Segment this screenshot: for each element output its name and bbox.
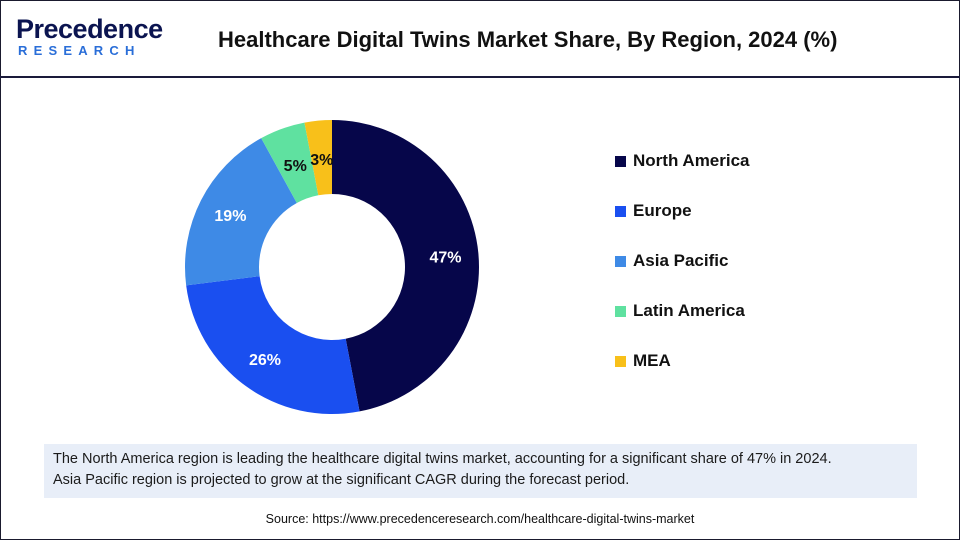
- slice-label-asia-pacific: 19%: [214, 208, 246, 225]
- logo-subtitle: RESEARCH: [18, 43, 141, 58]
- chart-title: Healthcare Digital Twins Market Share, B…: [218, 27, 838, 52]
- slice-latin-america: [261, 122, 319, 204]
- slice-label-europe: 26%: [249, 352, 281, 369]
- legend-swatch: [615, 156, 626, 167]
- slice-asia-pacific: [185, 138, 297, 286]
- header: Precedence RESEARCH Healthcare Digital T…: [0, 0, 960, 78]
- slice-label-mea: 3%: [310, 152, 333, 169]
- logo-wordmark: Precedence: [16, 14, 163, 44]
- slice-mea: [304, 120, 332, 196]
- legend-swatch: [615, 206, 626, 217]
- legend-label: Europe: [633, 201, 692, 220]
- donut-chart: 47% 26% 19% 5% 3%: [185, 120, 480, 414]
- summary-note: The North America region is leading the …: [44, 444, 917, 498]
- donut-slices: [185, 120, 480, 414]
- legend-swatch: [615, 356, 626, 367]
- slice-label-latin-america: 5%: [284, 158, 307, 175]
- slice-label-north-america: 47%: [429, 249, 461, 266]
- legend-label: MEA: [633, 351, 671, 370]
- legend-label: North America: [633, 151, 750, 170]
- legend-label: Latin America: [633, 301, 745, 320]
- note-line-1: The North America region is leading the …: [53, 451, 832, 467]
- brand-logo: Precedence RESEARCH: [16, 14, 166, 64]
- slice-north-america: [332, 120, 480, 412]
- legend-swatch: [615, 306, 626, 317]
- legend-swatch: [615, 256, 626, 267]
- source-link[interactable]: Source: https://www.precedenceresearch.c…: [265, 512, 695, 526]
- slice-europe: [186, 276, 360, 414]
- note-line-2: Asia Pacific region is projected to grow…: [53, 472, 630, 488]
- legend-label: Asia Pacific: [633, 251, 729, 270]
- donut-labels: 47% 26% 19% 5% 3%: [214, 152, 461, 369]
